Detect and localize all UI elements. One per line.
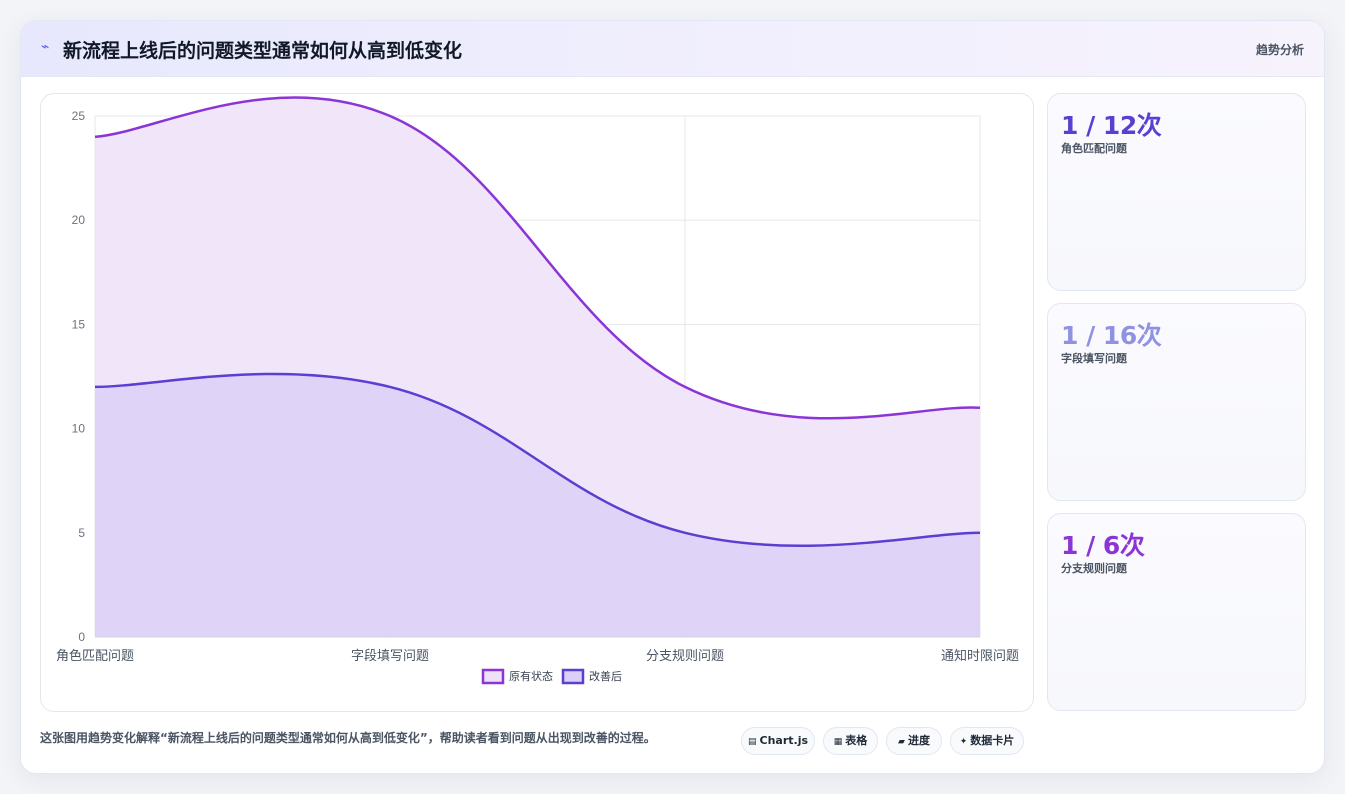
stat-label: 分支规则问题 (1061, 562, 1127, 575)
chart-description: 这张图用趋势变化解释“新流程上线后的问题类型通常如何从高到低变化”，帮助读者看到… (40, 731, 656, 745)
y-tick-label: 15 (72, 317, 86, 331)
progress-pill[interactable]: ▰ 进度 (886, 727, 942, 755)
series-line (94, 96, 981, 420)
x-tick-label: 分支规则问题 (646, 648, 724, 663)
legend-swatch (481, 668, 505, 685)
series-line (94, 372, 981, 548)
y-tick-label: 20 (72, 213, 86, 227)
series-area (95, 373, 980, 637)
stat-value: 1 / 6次 (1061, 531, 1145, 560)
stat-card-field-fill: 1 / 16次 字段填写问题 (1047, 303, 1306, 501)
stat-card-branch-rule: 1 / 6次 分支规则问题 (1047, 513, 1306, 711)
y-tick-label: 25 (72, 109, 86, 123)
card-header: ⌁ 新流程上线后的问题类型通常如何从高到低变化 趋势分析 (21, 21, 1324, 77)
x-tick-label: 字段填写问题 (351, 648, 429, 663)
stat-value: 1 / 16次 (1061, 321, 1162, 350)
page-title: 新流程上线后的问题类型通常如何从高到低变化 (63, 40, 463, 62)
chartjs-pill[interactable]: ▤ Chart.js (741, 727, 815, 755)
table-pill[interactable]: ▦ 表格 (823, 727, 878, 755)
dashboard-card: ⌁ 新流程上线后的问题类型通常如何从高到低变化 趋势分析 0 5 10 15 20 25 角… (20, 20, 1325, 774)
y-tick-label: 10 (72, 422, 86, 436)
progress-icon: ▰ (898, 737, 905, 747)
stat-card-role-match: 1 / 12次 角色匹配问题 (1047, 93, 1306, 291)
legend-swatch (561, 668, 585, 685)
sparkle-icon: ✦ (959, 737, 968, 747)
x-tick-label: 通知时限问题 (941, 648, 1019, 663)
stat-label: 角色匹配问题 (1061, 142, 1127, 155)
legend-label: 原有状态 (509, 669, 553, 683)
chart-icon: ▤ (747, 737, 757, 747)
y-tick-label: 0 (78, 630, 85, 644)
y-tick-label: 5 (78, 526, 85, 540)
stat-label: 字段填写问题 (1061, 352, 1127, 365)
legend-label: 改善后 (589, 669, 622, 683)
trend-analysis-link[interactable]: 趋势分析 (1255, 43, 1304, 57)
table-icon: ▦ (833, 737, 843, 747)
stat-value: 1 / 12次 (1061, 111, 1162, 140)
data-card-pill[interactable]: ✦ 数据卡片 (950, 727, 1024, 755)
x-tick-label: 角色匹配问题 (56, 648, 134, 663)
chart-panel: 0 5 10 15 20 25 角色匹配问题 字段填写问题 分支规则问题 通知时限问题原有状态 改善… (40, 93, 1034, 712)
trend-line-icon: ⌁ (41, 39, 50, 55)
